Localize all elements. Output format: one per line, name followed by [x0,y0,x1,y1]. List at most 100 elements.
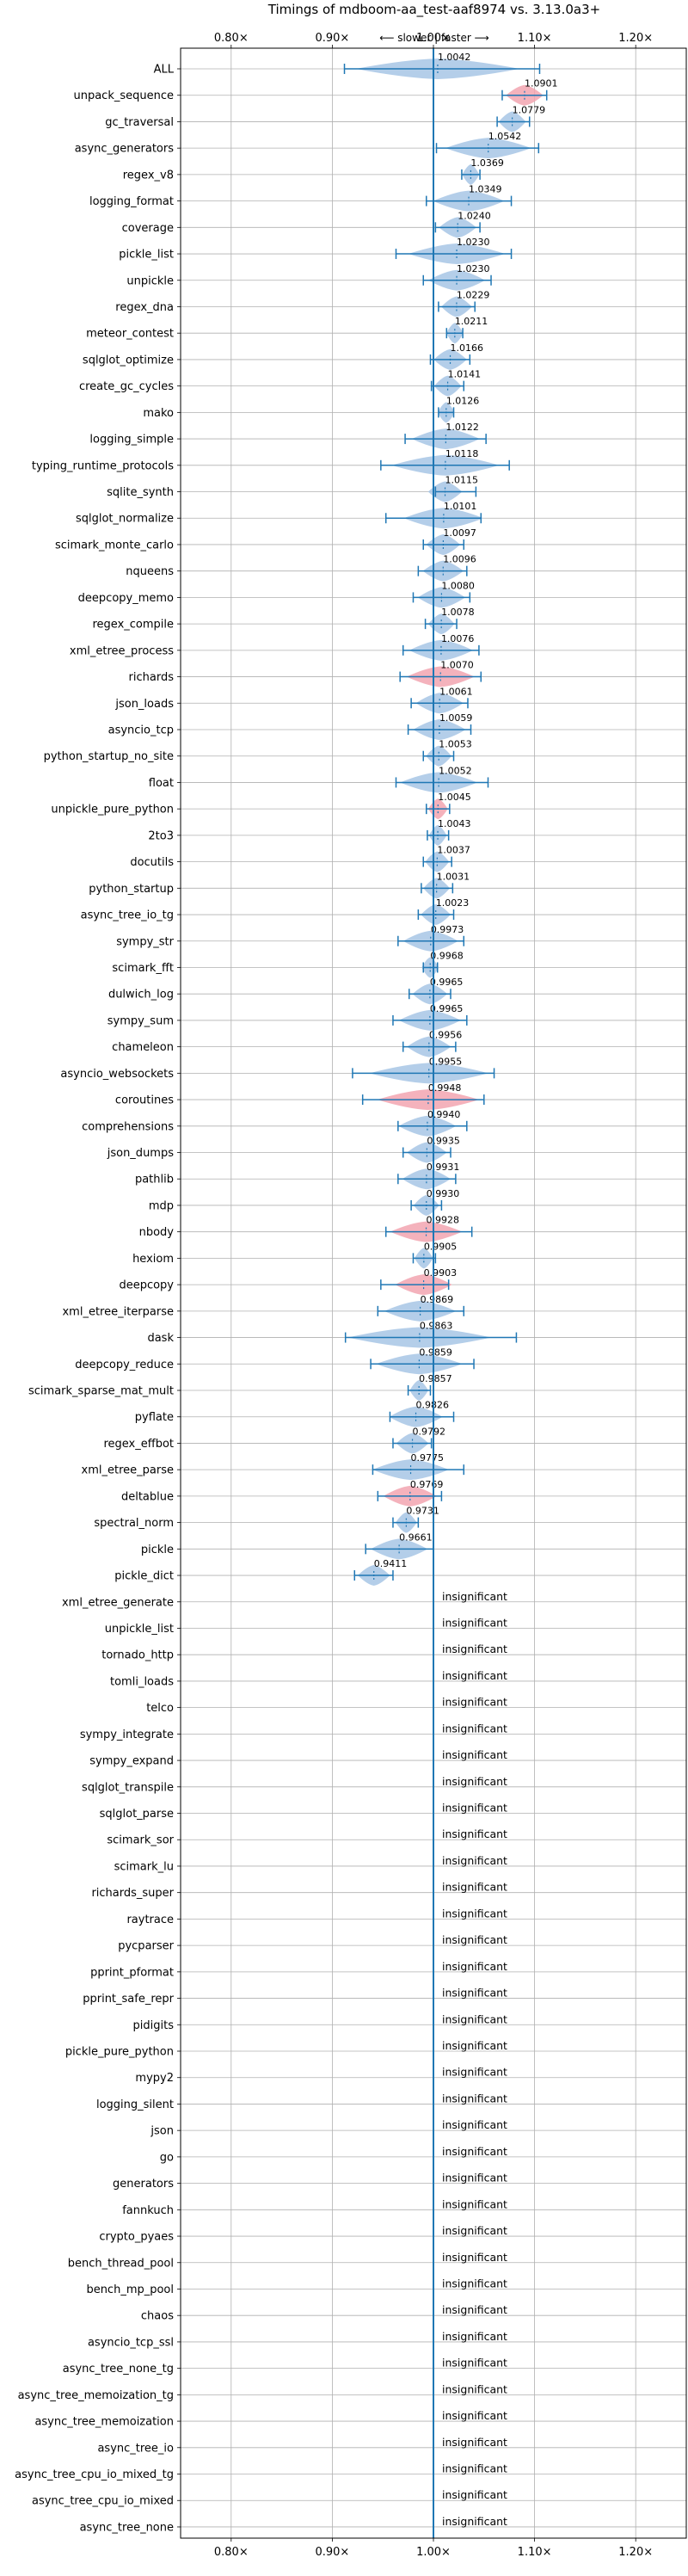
benchmark-label: pprint_safe_repr [83,1993,174,2006]
insignificant-label: insignificant [442,2224,507,2237]
insignificant-label: insignificant [442,2251,507,2264]
value-label: 1.0542 [488,131,522,142]
benchmark-label: pyflate [135,1411,174,1424]
value-label: 0.9661 [399,1531,433,1543]
value-label: 0.9792 [413,1426,445,1437]
benchmark-label: xml_etree_parse [82,1464,174,1477]
benchmark-label: deepcopy_memo [78,592,174,605]
value-label: 1.0078 [441,607,475,618]
insignificant-label: insignificant [442,1775,507,1788]
insignificant-label: insignificant [442,1590,507,1603]
benchmark-label: dask [147,1332,174,1345]
insignificant-label: insignificant [442,2357,507,2370]
insignificant-label: insignificant [442,2436,507,2449]
insignificant-label: insignificant [442,1854,507,1867]
value-label: 0.9411 [374,1558,408,1569]
value-label: 0.9731 [406,1506,439,1517]
value-label: 1.0230 [457,263,490,274]
insignificant-label: insignificant [442,1642,507,1655]
insignificant-label: insignificant [442,2118,507,2131]
benchmark-label: unpickle_list [105,1623,174,1636]
benchmark-label: json_dumps [107,1147,174,1160]
value-label: 0.9955 [429,1056,463,1067]
insignificant-label: insignificant [442,2172,507,2185]
insignificant-label: insignificant [442,2277,507,2289]
insignificant-label: insignificant [442,2303,507,2316]
value-label: 1.0061 [439,686,472,697]
benchmark-label: unpickle_pure_python [51,804,174,817]
benchmark-label: pickle_dict [114,1570,174,1583]
value-label: 0.9869 [421,1294,453,1305]
benchmark-label: meteor_contest [86,328,174,341]
value-label: 0.9931 [427,1162,460,1173]
insignificant-label: insignificant [442,2409,507,2422]
benchmark-label: async_tree_none_tg [63,2363,174,2376]
benchmark-label: regex_dna [115,301,174,314]
x-tick-label-bottom: 1.20× [618,2546,653,2559]
benchmark-label: deepcopy_reduce [75,1359,174,1371]
insignificant-label: insignificant [442,1907,507,1920]
insignificant-label: insignificant [442,2330,507,2343]
value-label: 0.9826 [416,1400,450,1411]
benchmark-label: scimark_sparse_mat_mult [28,1385,174,1398]
benchmark-label: tomli_loads [110,1675,174,1688]
benchmark-label: scimark_fft [112,962,174,975]
benchmark-label: asyncio_tcp_ssl [88,2336,174,2349]
benchmark-label: unpickle [126,274,174,287]
value-label: 1.0141 [448,369,482,380]
benchmark-label: raytrace [126,1914,174,1926]
benchmark-label: spectral_norm [94,1517,174,1530]
benchmark-label: scimark_sor [107,1834,174,1847]
value-label: 1.0166 [451,342,484,354]
benchmark-label: sympy_sum [108,1014,174,1027]
insignificant-label: insignificant [442,2066,507,2079]
x-tick-label-top: 0.90× [315,32,349,45]
benchmark-label: unpack_sequence [73,89,174,102]
value-label: 1.0045 [438,792,471,803]
value-label: 1.0052 [439,765,472,776]
benchmark-label: pathlib [135,1174,174,1186]
benchmark-label: async_tree_memoization [34,2416,174,2429]
benchmark-label: xml_etree_generate [62,1596,174,1609]
value-label: 0.9973 [431,924,464,935]
benchmark-label: regex_effbot [103,1438,174,1451]
value-label: 1.0901 [525,78,558,89]
benchmark-label: dulwich_log [108,989,174,1001]
x-tick-label-bottom: 0.90× [315,2546,349,2559]
value-label: 1.0369 [470,157,504,169]
insignificant-label: insignificant [442,1669,507,1682]
benchmark-label: pycparser [118,1940,174,1953]
insignificant-label: insignificant [442,2462,507,2475]
value-label: 0.9968 [430,950,464,961]
benchmark-label: fannkuch [122,2204,174,2217]
benchmark-label: comprehensions [82,1120,174,1133]
benchmark-label: async_tree_none [80,2521,174,2534]
benchmark-label: async_generators [75,143,175,156]
insignificant-label: insignificant [442,2197,507,2210]
insignificant-label: insignificant [442,1933,507,1946]
benchmark-label: sympy_str [116,935,174,948]
value-label: 1.0080 [441,580,475,591]
insignificant-label: insignificant [442,1987,507,2000]
value-label: 0.9775 [411,1452,445,1464]
value-label: 1.0230 [457,237,490,248]
value-label: 1.0023 [436,897,470,909]
benchmark-label: generators [113,2178,174,2191]
benchmark-label: tornado_http [101,1649,174,1662]
x-tick-label-bottom: 0.80× [214,2546,249,2559]
benchmark-label: scimark_monte_carlo [55,539,174,552]
plot-frame: 0.80× 0.80× 0.90× 0.90× 1.00× 1.00× 1.10× 1.10×… [15,32,687,2559]
value-label: 0.9930 [427,1188,460,1199]
value-label: 1.0059 [439,712,472,724]
value-label: 0.9857 [419,1373,452,1384]
benchmark-label: sqlglot_optimize [83,354,174,367]
benchmark-label: deepcopy [119,1279,174,1292]
value-label: 0.9965 [430,977,464,988]
value-label: 1.0096 [443,554,476,565]
value-label: 1.0043 [438,818,470,829]
benchmark-label: python_startup_no_site [44,750,174,763]
benchmark-label: sqlglot_parse [100,1808,174,1821]
benchmark-label: async_tree_cpu_io_mixed_tg [15,2468,174,2481]
